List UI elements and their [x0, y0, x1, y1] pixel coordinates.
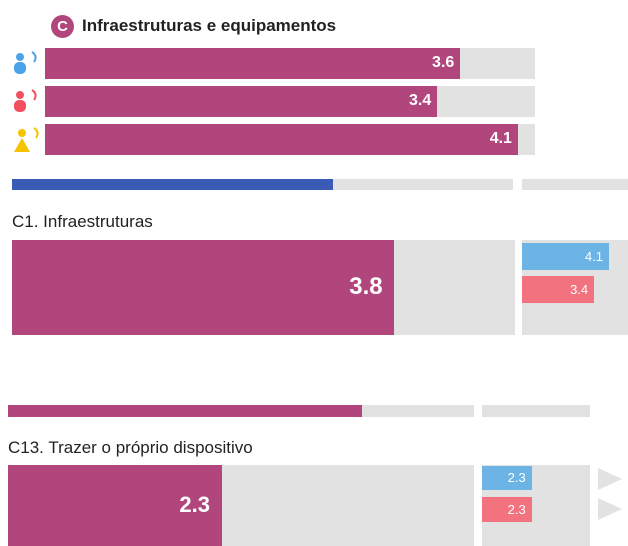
bar — [12, 240, 395, 335]
icon-yellow — [14, 127, 39, 152]
bar — [45, 124, 518, 155]
item-title: C13. Trazer o próprio dispositivo — [8, 438, 253, 457]
bar-label: 2.3 — [179, 492, 210, 518]
progress — [12, 179, 333, 190]
icon-red — [14, 89, 37, 112]
compare-bar — [482, 466, 532, 490]
bar — [45, 48, 461, 79]
bar — [8, 465, 223, 546]
compare-label: 2.3 — [507, 501, 526, 517]
compare-label: 4.1 — [584, 248, 603, 264]
bar-label: 3.4 — [409, 92, 432, 109]
item-title: C1. Infraestruturas — [12, 212, 153, 231]
bar-label: 3.6 — [432, 54, 455, 71]
compare-bar — [522, 243, 609, 270]
bar-label: 3.8 — [349, 273, 383, 301]
progress-track — [482, 405, 590, 417]
icon-blue — [14, 51, 37, 74]
progress-track — [362, 405, 474, 417]
compare-label: 2.3 — [507, 470, 526, 485]
progress-track — [522, 179, 628, 190]
icons — [14, 51, 39, 152]
arrows — [598, 468, 622, 520]
section-title: Infraestruturas e equipamentos — [82, 16, 337, 35]
progress — [8, 405, 362, 417]
bar — [45, 86, 437, 117]
compare-bar — [522, 276, 595, 303]
compare-bar — [482, 497, 532, 522]
bar-label: 4.1 — [489, 130, 512, 147]
badge: C — [51, 15, 74, 38]
progress-track — [333, 179, 513, 190]
compare-label: 3.4 — [570, 281, 589, 297]
